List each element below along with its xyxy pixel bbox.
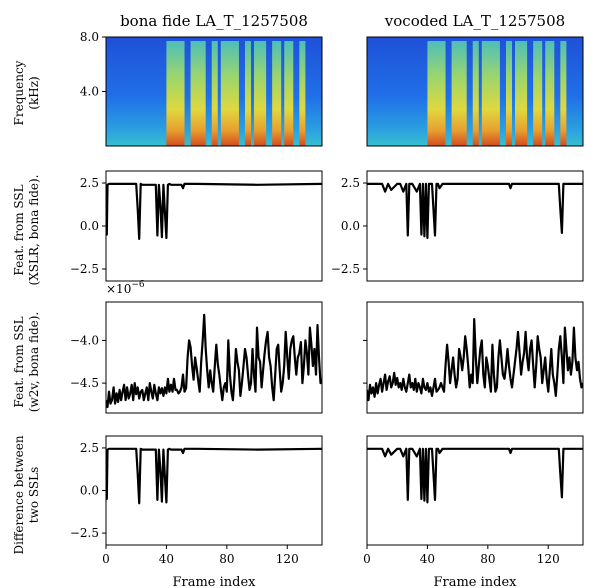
panel-spectrogram-right-segment-6 (533, 41, 543, 146)
panel-spectrogram-right-frame (366, 36, 584, 147)
panel-spectrogram-right-segment-2 (472, 41, 479, 146)
panel-spectrogram-left: 4.0 8.0 (80, 30, 323, 147)
ylabel-row-1: Frequency (kHz) (12, 60, 41, 125)
panel-spectrogram-left-segment-7 (284, 41, 294, 146)
ylabel-row-4-line-2: two SSLs (27, 467, 41, 524)
panel-xslr-right-ytick-label-2: 2.5 (341, 176, 360, 190)
panel-spectrogram-left-segment-5 (254, 41, 267, 146)
panel-spectrogram-right-segment-3 (481, 41, 500, 146)
panel-spectrogram-right-segment-0 (427, 41, 446, 146)
panels: 4.0 8.0 −2.5 0.0 2.5 −2.5 0.0 2.5 −4.5 −4.0 −2.5 0.… (70, 30, 584, 566)
scale-note: ×10−6 (106, 280, 145, 296)
panel-difference-left-xtick-label-1: 40 (159, 552, 174, 566)
panel-xslr-right-ytick-label-0: −2.5 (331, 262, 360, 276)
ylabel-row-2: Feat. from SSL (XSLR, bona fide). (12, 175, 41, 286)
panel-spectrogram-right-segment-7 (545, 41, 555, 146)
xlabel-right: Frame index (433, 575, 517, 588)
panel-w2v-right (363, 301, 584, 414)
title-left: bona fide LA_T_1257508 (120, 12, 308, 30)
panel-difference-left-ytick-label-0: −2.5 (70, 526, 99, 540)
panel-w2v-left-ytick-label-1: −4.0 (70, 333, 99, 347)
panel-spectrogram-left-segment-6 (272, 41, 282, 146)
ylabel-row-2-line-1: Feat. from SSL (12, 184, 26, 275)
panel-xslr-left-ytick-label-1: 0.0 (80, 219, 99, 233)
panel-spectrogram-left-segment-4 (244, 41, 252, 146)
panel-spectrogram-right-segment-5 (515, 41, 528, 146)
panel-difference-right-frame (366, 435, 584, 546)
ylabel-row-1-line-2: (kHz) (27, 76, 41, 109)
panel-xslr-left-ytick-label-2: 2.5 (80, 176, 99, 190)
title-right: vocoded LA_T_1257508 (384, 12, 565, 30)
panel-spectrogram-left-ytick-label-1: 8.0 (80, 30, 99, 44)
panel-difference-left: −2.5 0.0 2.5 0 40 80 120 (70, 435, 323, 566)
panel-xslr-left: −2.5 0.0 2.5 (70, 170, 323, 282)
panel-difference-left-ytick-label-2: 2.5 (80, 441, 99, 455)
panel-w2v-left-frame (105, 301, 323, 414)
panel-difference-right-xtick-label-3: 120 (537, 552, 560, 566)
ylabel-row-2-line-2: (XSLR, bona fide). (27, 175, 41, 286)
panel-xslr-right-series-line (367, 182, 583, 240)
panel-difference-left-xtick-label-2: 80 (219, 552, 234, 566)
panel-w2v-right-frame (366, 301, 584, 414)
panel-w2v-left-series-line (106, 313, 322, 409)
ylabel-row-3-line-2: (w2v, bona fide). (27, 312, 41, 412)
panel-spectrogram-left-segment-0 (166, 41, 185, 146)
scale-note-exponent: −6 (131, 280, 145, 290)
panel-spectrogram-right-segment-4 (505, 41, 513, 146)
xlabel-left: Frame index (172, 575, 256, 588)
ylabel-row-4-line-1: Difference between (12, 435, 26, 554)
panel-difference-right-xtick-label-2: 80 (480, 552, 495, 566)
ylabel-row-1-line-1: Frequency (12, 60, 26, 125)
panel-xslr-left-series-line (106, 182, 322, 240)
panel-spectrogram-left-segment-2 (211, 41, 218, 146)
ylabel-row-4: Difference between two SSLs (12, 435, 41, 554)
panel-xslr-right-frame (366, 170, 584, 282)
panel-difference-right-series-line (367, 447, 583, 504)
panel-xslr-left-ytick-label-0: −2.5 (70, 262, 99, 276)
panel-w2v-left-ytick-label-0: −4.5 (70, 376, 99, 390)
panel-difference-right-xtick-label-0: 0 (363, 552, 371, 566)
ylabel-row-3-line-1: Feat. from SSL (12, 316, 26, 407)
panel-spectrogram-left-ytick-label-0: 4.0 (80, 85, 99, 99)
panel-w2v-left: −4.5 −4.0 (70, 301, 323, 414)
panel-spectrogram-left-segment-8 (299, 41, 306, 146)
panel-difference-right-xtick-label-1: 40 (420, 552, 435, 566)
panel-difference-left-xtick-label-3: 120 (276, 552, 299, 566)
panel-difference-left-series-line (106, 447, 322, 505)
panel-w2v-right-series-line (367, 318, 583, 402)
ylabel-row-3: Feat. from SSL (w2v, bona fide). (12, 312, 41, 412)
panel-xslr-right-ytick-label-1: 0.0 (341, 219, 360, 233)
panel-difference-left-ytick-label-1: 0.0 (80, 484, 99, 498)
panel-difference-left-xtick-label-0: 0 (102, 552, 110, 566)
scale-note-base: ×10 (106, 282, 131, 296)
panel-spectrogram-left-segment-3 (220, 41, 239, 146)
panel-spectrogram-left-segment-1 (190, 41, 206, 146)
panel-spectrogram-right-segment-8 (560, 41, 567, 146)
panel-spectrogram-right-segment-1 (451, 41, 467, 146)
panel-spectrogram-right (366, 36, 584, 147)
panel-difference-right: 0 40 80 120 (363, 435, 584, 566)
panel-xslr-right: −2.5 0.0 2.5 (331, 170, 584, 282)
